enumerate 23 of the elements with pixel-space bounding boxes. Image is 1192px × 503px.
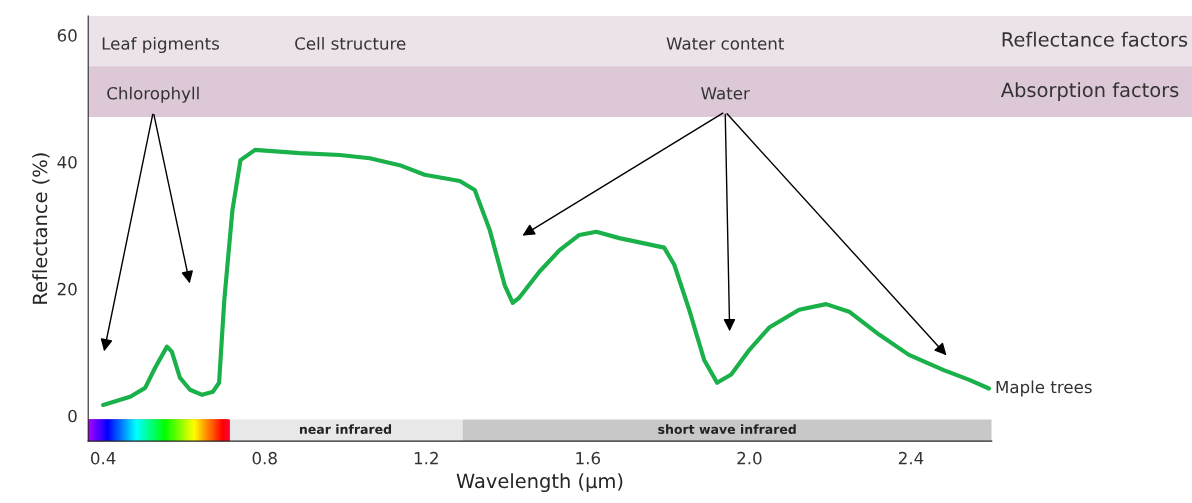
annotation: Cell structure bbox=[295, 36, 406, 50]
band-label: short wave infrared bbox=[658, 424, 796, 434]
band-label: Absorption factors bbox=[1000, 82, 1179, 101]
x-tick-label: 1.2 bbox=[414, 451, 438, 465]
x-tick-label: 1.6 bbox=[576, 451, 601, 465]
y-tick-label: 60 bbox=[57, 29, 77, 42]
series-label: Maple trees bbox=[996, 380, 1092, 397]
x-tick-label: 0.8 bbox=[252, 451, 277, 465]
band-label: Reflectance factors bbox=[1002, 31, 1188, 47]
line-series bbox=[101, 147, 992, 408]
x-tick-label: 2.4 bbox=[898, 451, 924, 465]
annotation: Water bbox=[701, 87, 750, 100]
y-tick-label: 20 bbox=[57, 282, 77, 296]
x-axis-title: Wavelength (µm) bbox=[456, 473, 623, 493]
annotation: Leaf pigments bbox=[102, 36, 220, 54]
band-label: near infrared bbox=[299, 424, 392, 434]
annotation: Chlorophyll bbox=[107, 86, 199, 103]
annotation: Water content bbox=[666, 37, 784, 50]
y-axis-title: Reflectance (%) bbox=[32, 153, 50, 304]
x-tick-label: 0.4 bbox=[91, 451, 116, 465]
y-tick-label: 0 bbox=[68, 409, 77, 423]
y-tick-label: 40 bbox=[57, 155, 77, 169]
x-tick-label: 2.0 bbox=[737, 451, 762, 465]
